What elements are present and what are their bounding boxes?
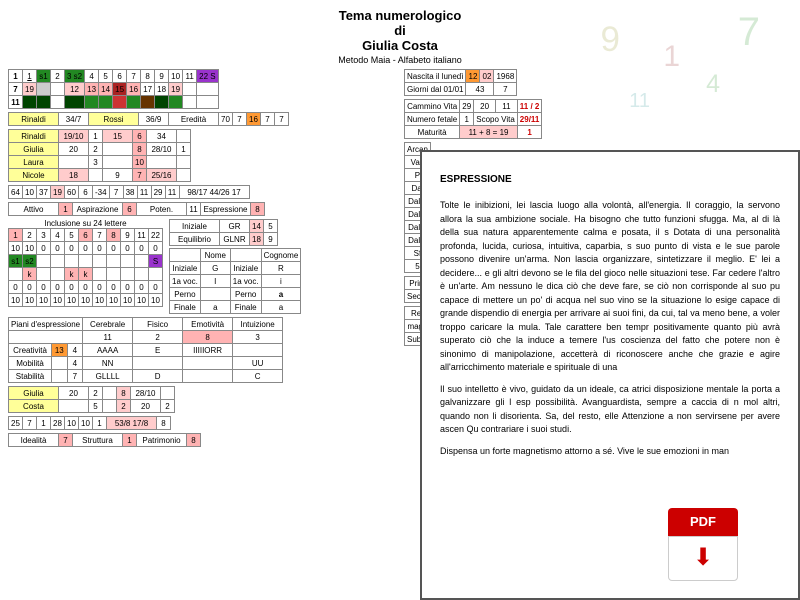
inclusion-title: Inclusione su 24 lettere [8, 219, 163, 228]
init-table: InizialeGR145 EquilibrioGLNR189 [169, 219, 278, 246]
inclusion-table: 1234567891122 1010000000000 s1s2S kkk 00… [8, 228, 163, 307]
name-cognome: NomeCognome InizialeGInizialeR 1a voc.I1… [169, 248, 301, 314]
bottom-table: Giulia202828/10 Costa52202 [8, 386, 175, 413]
pdf-label: PDF [668, 508, 738, 536]
names-table: Rinaldi19/10115634 Giulia202828/101 Laur… [8, 129, 191, 182]
pdf-badge[interactable]: PDF ⬇ [668, 508, 738, 578]
surnames: Rinaldi 34/7 Rossi 36/9 Eredità 70 7 16 … [8, 112, 289, 126]
bottom-row3: 2571281010153/8 17/88 [8, 416, 171, 430]
grid1: 1 1 s1 2 3 s2 4 5 6 7 8 9 10 11 22 S 7 1… [8, 69, 219, 109]
row-nums: 64103719 606-347 38112911 98/17 44/26 17 [8, 185, 250, 199]
overlay-title: ESPRESSIONE [440, 172, 780, 187]
overlay-p3: Dispensa un forte magnetismo attorno a s… [440, 445, 780, 459]
cammino: Cammino Vita29201111 / 2 Numero fetale1S… [404, 99, 542, 139]
text-overlay: ESPRESSIONE Tolte le inibizioni, lei las… [420, 150, 800, 600]
piani: Piani d'espressioneCerebraleFisicoEmotiv… [8, 317, 283, 383]
activity: Attivo1 Aspirazione6 Poten.11 Espression… [8, 202, 265, 216]
overlay-p1: Tolte le inibizioni, lei lascia luogo al… [440, 199, 780, 375]
bottom-labels: Idealità7Struttura1Patrimonio8 [8, 433, 201, 447]
decorative-numbers: 7 1 4 9 11 [550, 0, 800, 150]
birth: Nascita il lunedì12021968 Giorni dal 01/… [404, 69, 517, 96]
overlay-p2: Il suo intelletto è vivo, guidato da un … [440, 383, 780, 437]
pdf-icon: ⬇ [668, 536, 738, 581]
